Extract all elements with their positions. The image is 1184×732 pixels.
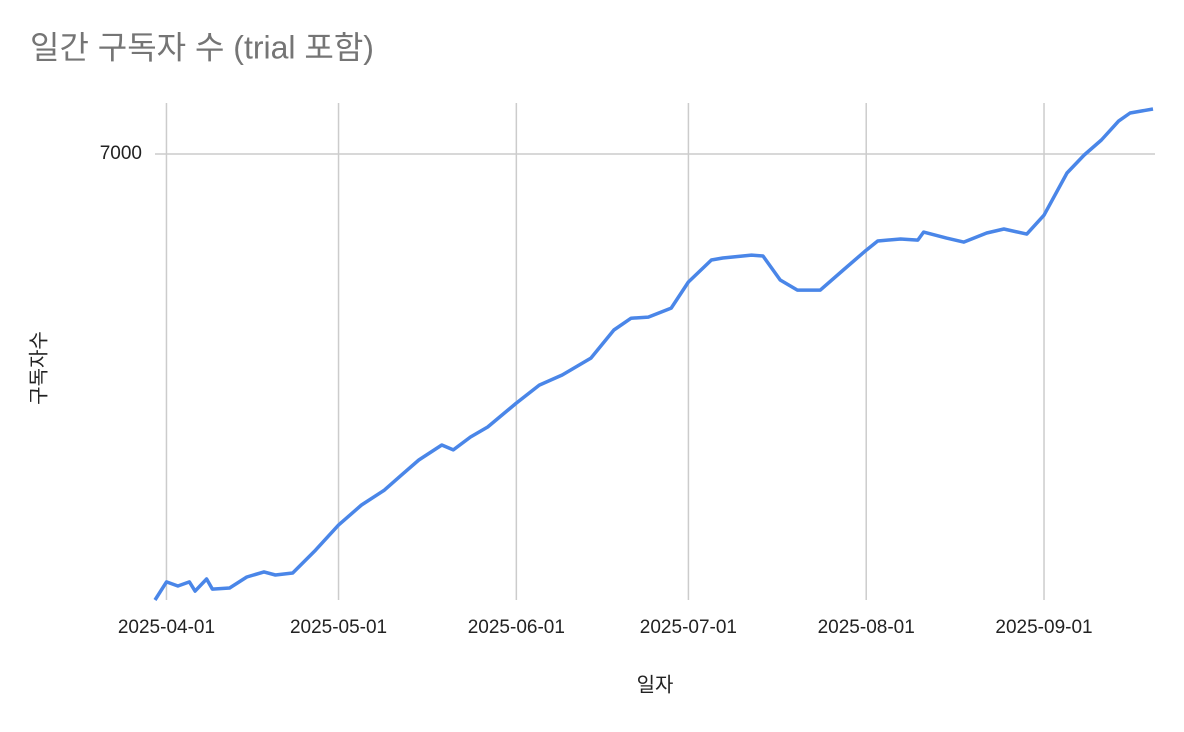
x-tick-label: 2025-04-01 [118,617,215,638]
y-tick-label: 7000 [100,143,142,164]
x-tick-label: 2025-08-01 [818,617,915,638]
x-tick-label: 2025-06-01 [468,617,565,638]
x-tick-label: 2025-07-01 [640,617,737,638]
x-tick-label: 2025-09-01 [995,617,1092,638]
y-axis-label: 구독자수 [27,331,50,405]
x-tick-label: 2025-05-01 [290,617,387,638]
line [153,107,1154,601]
chart-title: 일간 구독자 수 (trial 포함) [30,29,374,65]
x-axis-label: 일자 [637,673,674,696]
